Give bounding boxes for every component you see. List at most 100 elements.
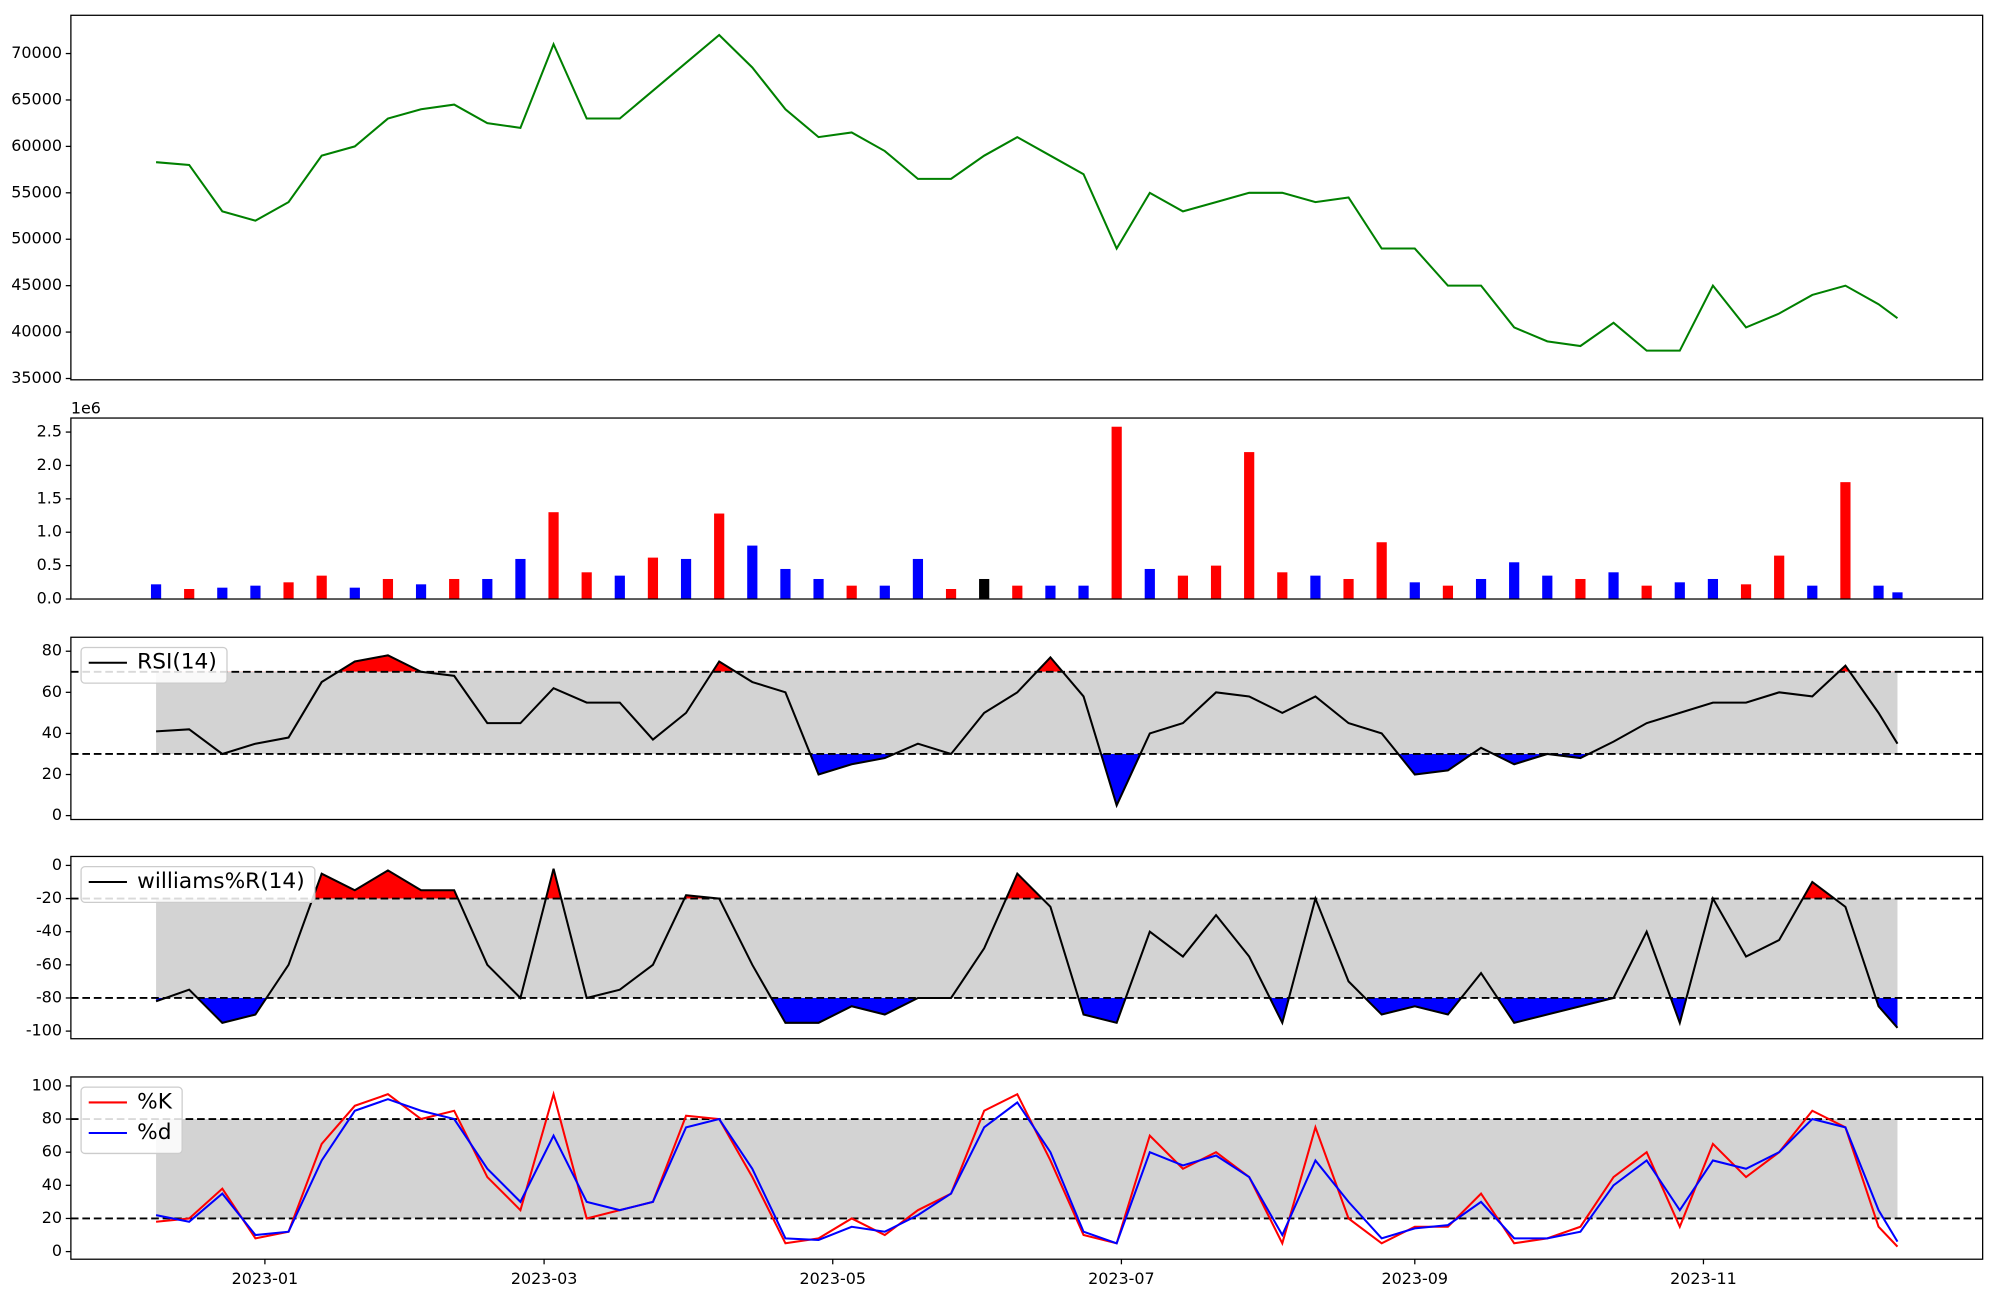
panel: 35000 40000 45000 50000 55000 60000 65000 70000	[11, 14, 1984, 387]
y-tick-label: 0	[52, 855, 62, 874]
volume-bar	[1774, 555, 1785, 600]
volume-bar	[482, 578, 493, 600]
volume-bar	[150, 584, 162, 600]
y-tick-label: 2.5	[37, 422, 62, 441]
axes-frame	[70, 417, 1984, 600]
volume-bar	[1012, 585, 1023, 600]
x-tick-label: 2023-09	[1382, 1269, 1449, 1288]
y-tick-label: 1.5	[37, 488, 62, 507]
volume-bar	[747, 545, 758, 600]
volume-bar	[1177, 575, 1189, 600]
y-tick-label: -40	[36, 921, 62, 940]
volume-bar	[647, 557, 659, 600]
volume-bar	[1542, 575, 1553, 600]
y-tick-label: 20	[42, 764, 62, 783]
volume-bar	[1509, 562, 1520, 600]
volume-bar	[1343, 578, 1354, 600]
y-tick-label: 80	[42, 641, 62, 660]
volume-bar	[979, 578, 990, 600]
x-tick-label: 2023-03	[511, 1269, 578, 1288]
volume-bar	[680, 558, 692, 600]
y-tick-label: 0.0	[37, 589, 62, 608]
y-tick-label: 60	[42, 1142, 62, 1161]
volume-bar	[1608, 572, 1619, 600]
legend-label: %d	[137, 1120, 171, 1145]
volume-bar	[1310, 575, 1321, 600]
volume-bar	[250, 585, 261, 600]
volume-bar	[1376, 542, 1387, 600]
y-tick-label: 40	[42, 1175, 62, 1194]
y-tick-label: 35000	[11, 368, 62, 387]
volume-bar	[1807, 585, 1818, 600]
y-tick-label: -80	[36, 987, 62, 1006]
series-line	[155, 33, 1899, 352]
legend-label: %K	[137, 1089, 173, 1114]
volume-bar	[283, 582, 294, 600]
volume-bar	[1078, 585, 1089, 600]
volume-bar	[1840, 482, 1851, 600]
y-tick-label: 0	[52, 805, 62, 824]
volume-bar	[1873, 585, 1884, 600]
x-tick-label: 2023-01	[232, 1269, 299, 1288]
y-tick-label: 70000	[11, 43, 62, 62]
y-tick-label: 1.0	[37, 522, 62, 541]
y-tick-label: 2.0	[37, 455, 62, 474]
legend-box	[80, 1086, 183, 1155]
legend-box	[80, 866, 316, 903]
volume-bar	[1641, 585, 1652, 600]
volume-bar	[1409, 582, 1420, 600]
panel: 0 20 40 60 80 RSI(14)	[42, 636, 1984, 824]
legend: %K %d	[80, 1086, 183, 1155]
axes-frame	[70, 855, 1984, 1040]
volume-bar	[813, 578, 824, 600]
volume-bar	[1575, 578, 1586, 600]
volume-bar	[1892, 592, 1903, 600]
y-tick-label: 45000	[11, 275, 62, 294]
volume-bar	[945, 589, 957, 600]
neutral-band	[156, 671, 1898, 754]
axes-frame	[70, 1076, 1984, 1260]
volume-bar	[1277, 572, 1288, 600]
axes-frame	[70, 636, 1984, 821]
y-tick-label: -100	[26, 1021, 62, 1040]
legend-box	[80, 646, 228, 684]
series-line	[155, 1098, 1899, 1245]
volume-bar	[1244, 452, 1255, 600]
volume-bar	[614, 575, 625, 600]
panel: 0 20 40 60 80 100 2023-01 2023-03 2023-05 2023-07…	[32, 1075, 1984, 1288]
volume-bar	[1740, 584, 1752, 600]
y-tick-label: 50000	[11, 229, 62, 248]
volume-bar	[382, 578, 394, 600]
volume-bar	[1045, 585, 1056, 600]
axes-frame	[70, 14, 1984, 381]
volume-bar	[1442, 585, 1454, 600]
x-tick-label: 2023-07	[1088, 1269, 1155, 1288]
x-tick-label: 2023-05	[799, 1269, 866, 1288]
y-tick-label: 0.5	[37, 555, 62, 574]
y-tick-label: 60000	[11, 136, 62, 155]
volume-bar	[415, 584, 427, 600]
y-tick-label: 100	[32, 1075, 62, 1094]
neutral-band	[156, 898, 1898, 998]
volume-bar	[1210, 565, 1222, 600]
y-tick-label: 65000	[11, 89, 62, 108]
volume-bar	[449, 578, 460, 600]
volume-bar	[1707, 578, 1719, 600]
volume-bar	[349, 587, 360, 600]
y-tick-label: 40	[42, 723, 62, 742]
y-tick-label: -60	[36, 954, 62, 973]
x-tick-label: 2023-11	[1670, 1269, 1737, 1288]
y-tick-label: 60	[42, 682, 62, 701]
y-tick-label: 80	[42, 1109, 62, 1128]
volume-bar	[1475, 578, 1487, 600]
y-tick-label: 20	[42, 1208, 62, 1227]
y-tick-label: 40000	[11, 322, 62, 341]
neutral-band	[156, 1119, 1898, 1219]
volume-bar	[1674, 582, 1685, 600]
volume-bar	[581, 572, 592, 600]
y-tick-label: 0	[52, 1241, 62, 1260]
series-line	[155, 868, 1899, 1029]
oversold-fill	[156, 997, 1898, 1028]
legend: RSI(14)	[80, 646, 228, 684]
